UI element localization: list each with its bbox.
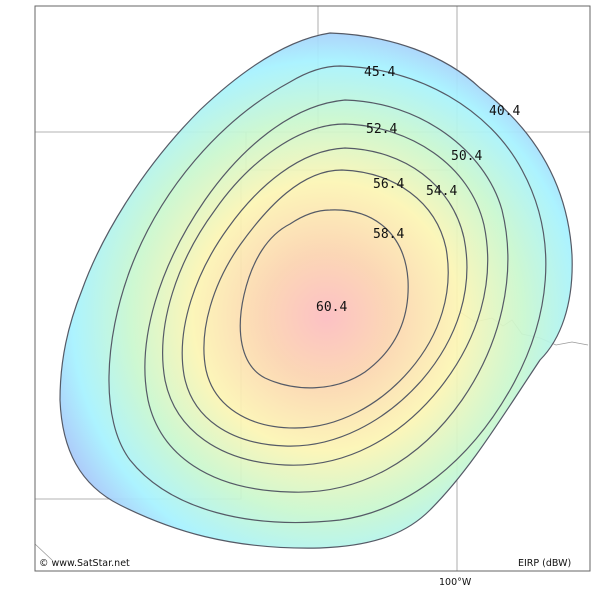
contour-label-40-4: 40.4 [489,104,520,119]
copyright-credit: © www.SatStar.net [39,558,130,569]
contour-line-40-4 [59,32,573,549]
contour-lines [59,32,573,549]
contour-label-54-4: 54.4 [426,184,457,199]
legend-label: EIRP (dBW) [518,558,571,569]
contour-labels: 45.4 40.4 52.4 50.4 56.4 54.4 58.4 60.4 [316,65,520,315]
contour-line-50-4 [144,99,509,493]
contour-label-52-4: 52.4 [366,122,397,137]
contour-line-52-4 [162,123,489,466]
contour-line-58-4 [239,209,409,389]
longitude-label: 100°W [439,577,472,588]
coverage-beam-area [60,33,573,549]
contour-label-45-4: 45.4 [364,65,395,80]
border-line-southwest [35,543,53,561]
contour-line-56-4 [203,169,449,429]
contour-label-50-4: 50.4 [451,149,482,164]
contour-label-60-4: 60.4 [316,300,347,315]
contour-line-45-4 [108,65,547,524]
contour-label-58-4: 58.4 [373,227,404,242]
map-frame-border [34,5,591,572]
contour-line-54-4 [181,147,468,447]
map-content: 45.4 40.4 52.4 50.4 56.4 54.4 58.4 60.4 … [35,6,590,571]
contour-label-56-4: 56.4 [373,177,404,192]
